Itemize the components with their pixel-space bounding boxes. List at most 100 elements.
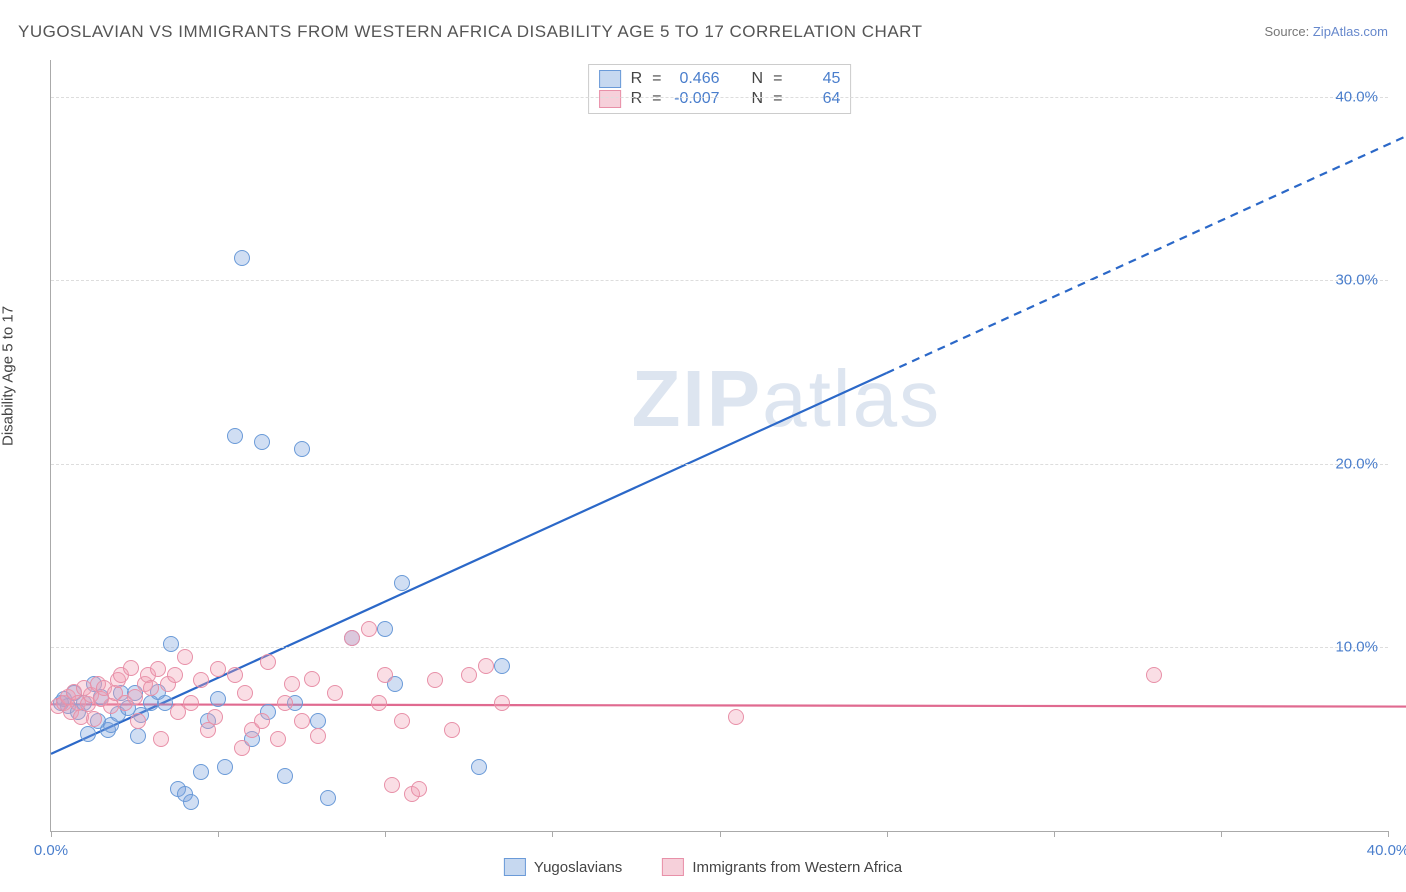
data-point (310, 713, 326, 729)
data-point (177, 649, 193, 665)
data-point (193, 672, 209, 688)
data-point (193, 764, 209, 780)
equals-sign: = (652, 90, 661, 108)
trendlines-layer (51, 60, 1388, 831)
y-axis-label: Disability Age 5 to 17 (0, 306, 17, 446)
x-tick-label: 0.0% (34, 842, 68, 859)
data-point (254, 713, 270, 729)
n-value-yugoslavians: 45 (792, 70, 840, 88)
x-tick (218, 831, 219, 837)
data-point (284, 676, 300, 692)
gridline-h (51, 647, 1388, 648)
legend-row-yugoslavians: R = 0.466 N = 45 (599, 69, 841, 89)
data-point (153, 731, 169, 747)
data-point (183, 695, 199, 711)
data-point (210, 691, 226, 707)
data-point (277, 695, 293, 711)
x-tick (51, 831, 52, 837)
legend-swatch-yugoslavians (599, 70, 621, 88)
plot-area: ZIPatlas R = 0.466 N = 45 R = -0.007 N =… (50, 60, 1388, 832)
data-point (207, 709, 223, 725)
legend-row-immigrants: R = -0.007 N = 64 (599, 89, 841, 109)
equals-sign: = (773, 70, 782, 88)
y-tick-label: 20.0% (1335, 455, 1378, 472)
data-point (237, 685, 253, 701)
data-point (123, 660, 139, 676)
x-tick (552, 831, 553, 837)
x-tick (385, 831, 386, 837)
data-point (127, 689, 143, 705)
legend-swatch-immigrants (662, 858, 684, 876)
data-point (411, 781, 427, 797)
source-label: Source: (1264, 24, 1312, 39)
equals-sign: = (773, 90, 782, 108)
data-point (227, 428, 243, 444)
legend-swatch-immigrants (599, 90, 621, 108)
x-tick (1054, 831, 1055, 837)
data-point (494, 695, 510, 711)
n-label: N (752, 90, 764, 108)
data-point (234, 740, 250, 756)
legend-swatch-yugoslavians (504, 858, 526, 876)
n-label: N (752, 70, 764, 88)
legend-label: Immigrants from Western Africa (692, 859, 902, 876)
data-point (394, 575, 410, 591)
data-point (427, 672, 443, 688)
data-point (227, 667, 243, 683)
y-tick-label: 40.0% (1335, 88, 1378, 105)
data-point (163, 636, 179, 652)
data-point (294, 441, 310, 457)
legend-label: Yugoslavians (534, 859, 622, 876)
data-point (320, 790, 336, 806)
data-point (167, 667, 183, 683)
data-point (728, 709, 744, 725)
n-value-immigrants: 64 (792, 90, 840, 108)
data-point (494, 658, 510, 674)
data-point (361, 621, 377, 637)
legend-item-immigrants: Immigrants from Western Africa (662, 858, 902, 876)
data-point (444, 722, 460, 738)
source-link: ZipAtlas.com (1313, 24, 1388, 39)
equals-sign: = (652, 70, 661, 88)
data-point (130, 713, 146, 729)
data-point (344, 630, 360, 646)
legend-item-yugoslavians: Yugoslavians (504, 858, 622, 876)
data-point (86, 711, 102, 727)
data-point (217, 759, 233, 775)
data-point (143, 680, 159, 696)
data-point (260, 654, 276, 670)
y-tick-label: 10.0% (1335, 639, 1378, 656)
x-tick (720, 831, 721, 837)
data-point (371, 695, 387, 711)
source-attribution: Source: ZipAtlas.com (1264, 24, 1388, 39)
correlation-legend: R = 0.466 N = 45 R = -0.007 N = 64 (588, 64, 852, 114)
x-tick (1388, 831, 1389, 837)
y-tick-label: 30.0% (1335, 272, 1378, 289)
gridline-h (51, 280, 1388, 281)
data-point (478, 658, 494, 674)
data-point (234, 250, 250, 266)
data-point (80, 726, 96, 742)
data-point (150, 661, 166, 677)
data-point (130, 728, 146, 744)
x-tick-label: 40.0% (1367, 842, 1406, 859)
data-point (210, 661, 226, 677)
trendline-dashed (887, 83, 1406, 372)
data-point (377, 667, 393, 683)
chart-title: YUGOSLAVIAN VS IMMIGRANTS FROM WESTERN A… (18, 22, 923, 42)
trendline-solid (51, 704, 1406, 706)
gridline-h (51, 464, 1388, 465)
data-point (1146, 667, 1162, 683)
r-value-yugoslavians: 0.466 (672, 70, 720, 88)
r-label: R (631, 70, 643, 88)
data-point (384, 777, 400, 793)
data-point (294, 713, 310, 729)
data-point (461, 667, 477, 683)
data-point (254, 434, 270, 450)
x-tick (887, 831, 888, 837)
data-point (183, 794, 199, 810)
data-point (277, 768, 293, 784)
data-point (394, 713, 410, 729)
data-point (310, 728, 326, 744)
r-label: R (631, 90, 643, 108)
